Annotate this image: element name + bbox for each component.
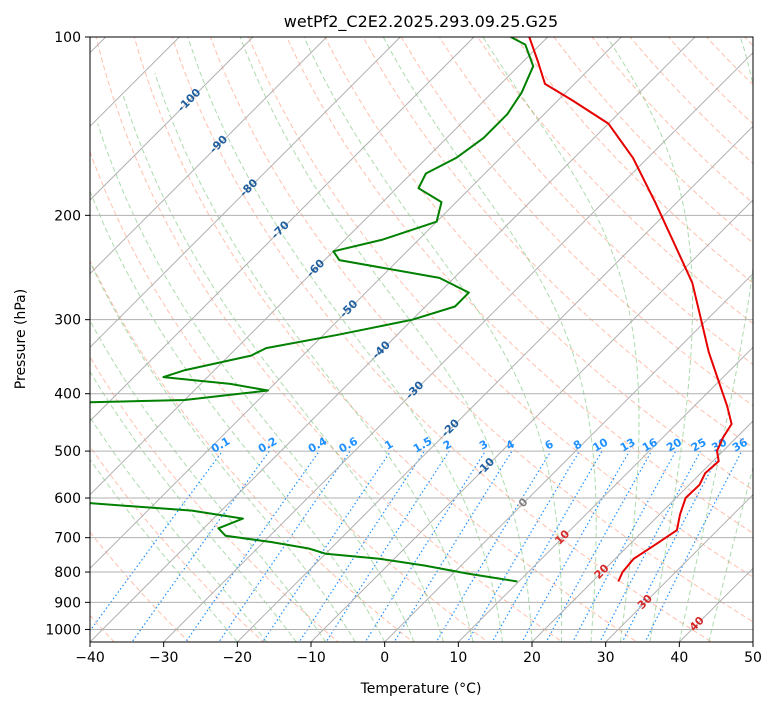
y-tick-label: 800 (54, 565, 81, 581)
isotherm-line (162, 51, 753, 642)
dry-adiabat (286, 37, 753, 534)
y-tick-label: 900 (54, 595, 81, 611)
isotherm-line (90, 37, 254, 201)
moist-adiabat (303, 37, 563, 642)
y-tick-label: 700 (54, 531, 81, 547)
dry-adiabat (90, 150, 489, 642)
dry-adiabat (477, 37, 753, 325)
x-tick-label: 10 (449, 650, 467, 666)
mixing-ratio-line (491, 450, 603, 642)
moist-adiabat (482, 37, 640, 642)
isotherm-line (310, 199, 753, 642)
dry-adiabat (248, 37, 753, 578)
y-tick-label: 300 (54, 313, 81, 329)
mixing-ratio-line (545, 450, 653, 642)
mixing-ratio-line (325, 450, 450, 642)
moist-adiabat (90, 189, 386, 642)
dry-adiabat (171, 37, 713, 642)
moist-adiabat (187, 37, 503, 642)
y-tick-label: 200 (54, 208, 81, 224)
x-tick-label: −10 (296, 650, 326, 666)
dry-adiabat (400, 37, 753, 407)
y-axis-ticks: 1000 900 800 700 600 500 400 300 200 100 (45, 30, 90, 638)
moist-adiabat (154, 72, 474, 642)
x-tick-label: 30 (597, 650, 615, 666)
dry-adiabat (95, 37, 564, 642)
isotherm-line (90, 37, 696, 642)
x-tick-label: 20 (523, 650, 541, 666)
mixing-ratio-line (131, 450, 270, 642)
isotherm-line (604, 493, 753, 642)
y-tick-label: 400 (54, 387, 81, 403)
background-lines (90, 37, 753, 642)
moist-adiabat (122, 94, 445, 642)
isotherm-line (90, 37, 623, 570)
isotherm-line (236, 125, 753, 642)
isotherm-line (90, 37, 549, 496)
dry-adiabat (209, 37, 753, 623)
grid-lines (90, 37, 753, 642)
x-tick-label: −30 (149, 650, 179, 666)
isotherm-line (531, 420, 753, 642)
dry-adiabat (667, 37, 753, 125)
dry-adiabat (90, 531, 190, 642)
mixing-ratio-line (435, 450, 552, 642)
y-tick-label: 600 (54, 491, 81, 507)
temperature-line (528, 37, 733, 582)
isotherm-line (90, 37, 181, 128)
isotherm-line (383, 272, 753, 642)
dry-adiabat (553, 37, 753, 244)
plot-frame (89, 36, 754, 643)
y-axis-title: Pressure (hPa) (13, 289, 29, 389)
moist-adiabat (382, 37, 597, 642)
moist-adiabat (90, 458, 238, 642)
mixing-ratio-line (262, 450, 392, 642)
y-tick-label: 500 (54, 444, 81, 460)
dry-adiabat (362, 37, 753, 449)
x-axis-ticks: −40 −30 −20 −10 0 10 20 30 40 50 (75, 642, 762, 666)
sounding-traces (90, 37, 733, 583)
y-tick-label: 1000 (45, 622, 81, 638)
isotherm-line (90, 37, 328, 275)
x-tick-label: −40 (75, 650, 105, 666)
isotherm-line (90, 37, 475, 422)
x-tick-label: 40 (670, 650, 688, 666)
mixing-ratio-line (644, 450, 743, 642)
x-tick-label: 50 (744, 650, 762, 666)
moist-adiabat (708, 465, 753, 642)
dry-adiabat (90, 445, 265, 642)
mixing-ratio-line (218, 450, 351, 642)
dry-adiabat (133, 37, 638, 642)
mixing-ratio-line (298, 450, 425, 642)
x-axis-title: Temperature (°C) (360, 681, 482, 697)
isotherm-line (90, 37, 402, 349)
chart-title: wetPf2_C2E2.2025.293.09.25.G25 (284, 12, 558, 32)
mixing-ratio-line (184, 450, 320, 642)
x-tick-label: −20 (223, 650, 253, 666)
plot-area (90, 37, 753, 642)
isotherm-line (457, 346, 753, 642)
x-tick-label: 0 (380, 650, 389, 666)
moist-adiabat (678, 37, 753, 642)
mixing-ratio-line (466, 450, 580, 642)
moist-adiabat (90, 319, 327, 642)
moist-adiabat (97, 123, 415, 642)
moist-adiabat (90, 416, 268, 642)
moist-adiabat (90, 260, 356, 642)
moist-adiabat (239, 37, 533, 642)
y-tick-label: 100 (54, 30, 81, 46)
dry-adiabat (591, 37, 753, 204)
dewpoint-line (90, 37, 535, 583)
